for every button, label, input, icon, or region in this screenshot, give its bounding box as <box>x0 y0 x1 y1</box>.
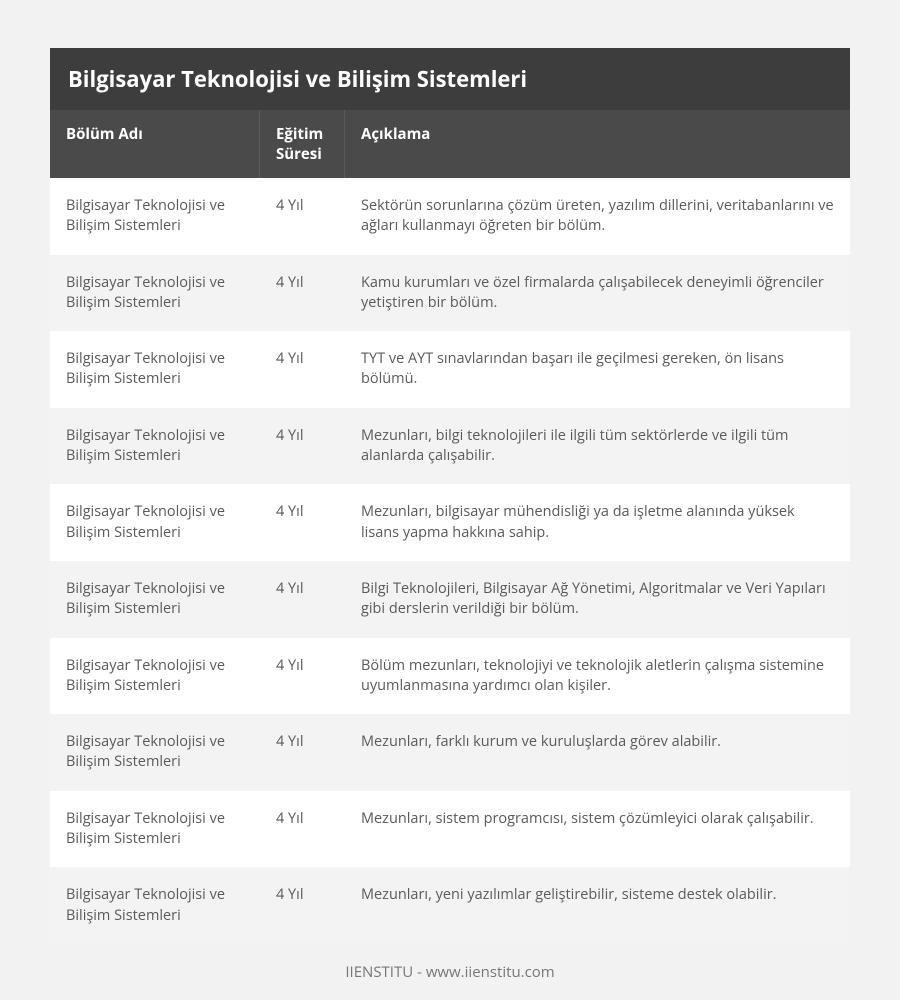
table-row: Bilgisayar Teknolojisi ve Bilişim Sistem… <box>50 791 850 868</box>
cell-name: Bilgisayar Teknolojisi ve Bilişim Sistem… <box>50 178 260 255</box>
col-header-description: Açıklama <box>345 110 850 178</box>
table-row: Bilgisayar Teknolojisi ve Bilişim Sistem… <box>50 867 850 944</box>
cell-duration: 4 Yıl <box>260 255 345 332</box>
table-header-row: Bölüm Adı Eğitim Süresi Açıklama <box>50 110 850 178</box>
cell-duration: 4 Yıl <box>260 638 345 715</box>
col-header-duration: Eğitim Süresi <box>260 110 345 178</box>
cell-duration: 4 Yıl <box>260 867 345 944</box>
cell-duration: 4 Yıl <box>260 714 345 791</box>
cell-name: Bilgisayar Teknolojisi ve Bilişim Sistem… <box>50 561 260 638</box>
table-row: Bilgisayar Teknolojisi ve Bilişim Sistem… <box>50 638 850 715</box>
table-title: Bilgisayar Teknolojisi ve Bilişim Sistem… <box>50 48 850 110</box>
cell-description: Sektörün sorunlarına çözüm üreten, yazıl… <box>345 178 850 255</box>
cell-duration: 4 Yıl <box>260 178 345 255</box>
table-row: Bilgisayar Teknolojisi ve Bilişim Sistem… <box>50 714 850 791</box>
table-row: Bilgisayar Teknolojisi ve Bilişim Sistem… <box>50 408 850 485</box>
cell-duration: 4 Yıl <box>260 331 345 408</box>
table-row: Bilgisayar Teknolojisi ve Bilişim Sistem… <box>50 255 850 332</box>
cell-duration: 4 Yıl <box>260 408 345 485</box>
cell-name: Bilgisayar Teknolojisi ve Bilişim Sistem… <box>50 638 260 715</box>
cell-description: Bölüm mezunları, teknolojiyi ve teknoloj… <box>345 638 850 715</box>
table-row: Bilgisayar Teknolojisi ve Bilişim Sistem… <box>50 561 850 638</box>
cell-name: Bilgisayar Teknolojisi ve Bilişim Sistem… <box>50 331 260 408</box>
cell-description: Mezunları, yeni yazılımlar geliştirebili… <box>345 867 850 944</box>
cell-duration: 4 Yıl <box>260 791 345 868</box>
cell-description: Mezunları, sistem programcısı, sistem çö… <box>345 791 850 868</box>
col-header-name: Bölüm Adı <box>50 110 260 178</box>
department-table: Bilgisayar Teknolojisi ve Bilişim Sistem… <box>50 48 850 944</box>
cell-description: Mezunları, bilgi teknolojileri ile ilgil… <box>345 408 850 485</box>
cell-duration: 4 Yıl <box>260 561 345 638</box>
cell-duration: 4 Yıl <box>260 484 345 561</box>
cell-name: Bilgisayar Teknolojisi ve Bilişim Sistem… <box>50 791 260 868</box>
cell-name: Bilgisayar Teknolojisi ve Bilişim Sistem… <box>50 867 260 944</box>
table-body: Bilgisayar Teknolojisi ve Bilişim Sistem… <box>50 178 850 944</box>
footer-attribution: IIENSTITU - www.iienstitu.com <box>50 944 850 1000</box>
cell-description: Mezunları, farklı kurum ve kuruluşlarda … <box>345 714 850 791</box>
table-row: Bilgisayar Teknolojisi ve Bilişim Sistem… <box>50 484 850 561</box>
cell-name: Bilgisayar Teknolojisi ve Bilişim Sistem… <box>50 484 260 561</box>
cell-description: TYT ve AYT sınavlarından başarı ile geçi… <box>345 331 850 408</box>
cell-description: Bilgi Teknolojileri, Bilgisayar Ağ Yönet… <box>345 561 850 638</box>
cell-description: Kamu kurumları ve özel firmalarda çalışa… <box>345 255 850 332</box>
table-row: Bilgisayar Teknolojisi ve Bilişim Sistem… <box>50 178 850 255</box>
table-row: Bilgisayar Teknolojisi ve Bilişim Sistem… <box>50 331 850 408</box>
cell-description: Mezunları, bilgisayar mühendisliği ya da… <box>345 484 850 561</box>
cell-name: Bilgisayar Teknolojisi ve Bilişim Sistem… <box>50 255 260 332</box>
cell-name: Bilgisayar Teknolojisi ve Bilişim Sistem… <box>50 408 260 485</box>
cell-name: Bilgisayar Teknolojisi ve Bilişim Sistem… <box>50 714 260 791</box>
